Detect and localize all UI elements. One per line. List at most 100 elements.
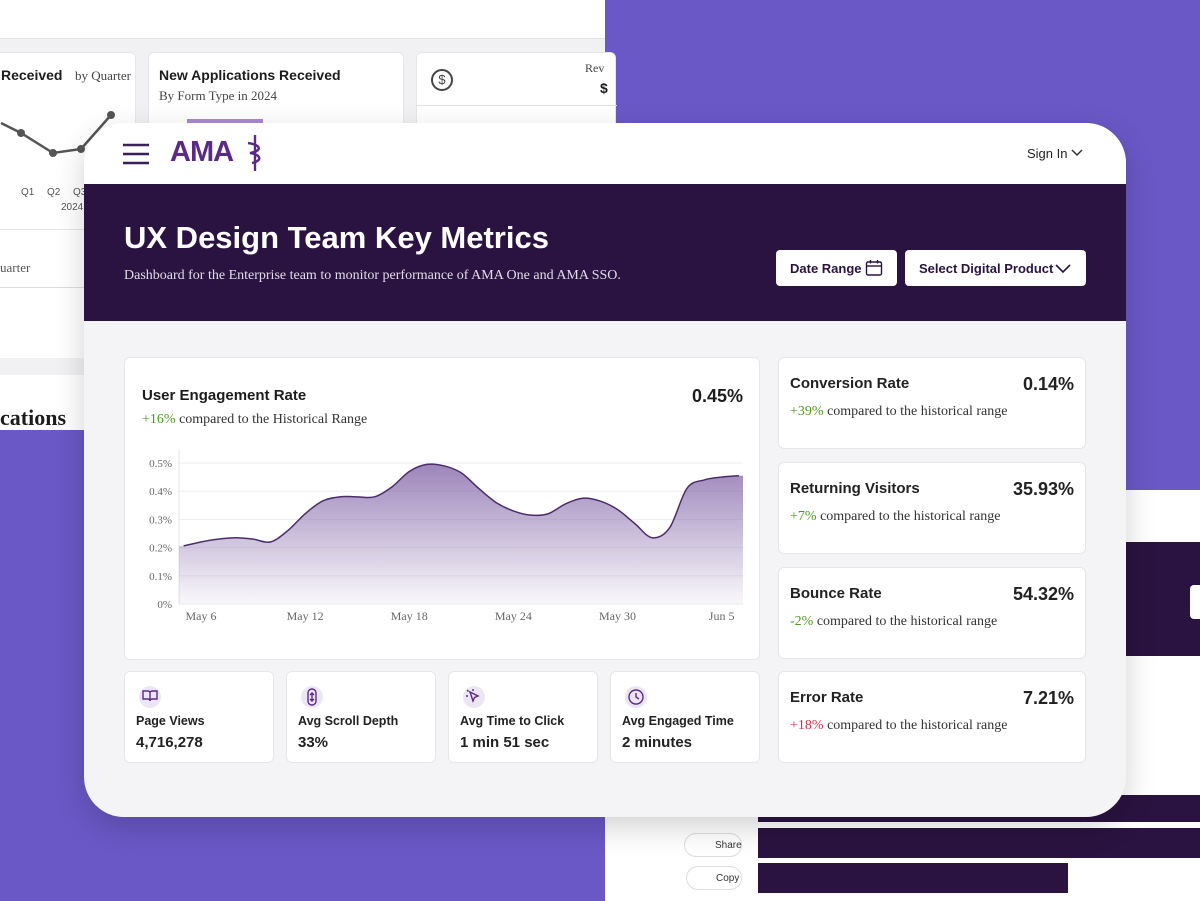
icon-glyph: [307, 688, 317, 706]
bg-bar: [758, 828, 1200, 858]
x-tick-label: May 6: [185, 609, 216, 623]
sign-in[interactable]: Sign In: [1027, 146, 1068, 161]
chart-card: User Engagement Rate 0.45% +16% compared…: [124, 357, 760, 660]
button-label: Select Digital Product: [919, 261, 1054, 276]
chevron: [1055, 264, 1071, 274]
bg-card-label: Rev: [585, 61, 605, 75]
metric-card: Error Rate 7.21% +18% compared to the hist…: [778, 671, 1086, 763]
bg-dot: [77, 145, 85, 153]
change: +18%: [790, 718, 824, 733]
copy-label: Copy: [716, 873, 740, 884]
stat-card: Avg Engaged Time 2 minutes: [610, 671, 760, 763]
y-tick-label: 0.1%: [149, 571, 172, 583]
y-tick-label: 0.4%: [149, 486, 172, 498]
metric-card: Conversion Rate 0.14% +39% compared to the…: [778, 357, 1086, 449]
bg-card-title: Received: [1, 67, 63, 83]
bg-quarter: Q2: [47, 187, 61, 198]
calendar-icon: [865, 260, 883, 276]
stat-icon: [139, 686, 161, 708]
change: +39%: [790, 404, 824, 419]
stat-card: Avg Scroll Depth 33%: [286, 671, 436, 763]
metric-name: Returning Visitors: [790, 480, 920, 497]
x-tick-label: Jun 5: [709, 609, 735, 623]
y-tick-label: 0.5%: [149, 458, 172, 470]
bg-card-value: $: [600, 80, 608, 96]
x-tick-label: May 30: [599, 609, 636, 623]
bg-card-title: New Applications Received: [159, 67, 341, 83]
bg-heading: cations: [0, 405, 66, 430]
button-label: Date Range: [790, 261, 862, 276]
bg-dark-block: [1126, 542, 1200, 656]
bg-bar: [187, 119, 263, 125]
stat-label: Avg Engaged Time: [622, 714, 734, 728]
x-tick-label: May 12: [287, 609, 324, 623]
stat-value: 33%: [298, 734, 329, 751]
logo-mark: [247, 135, 261, 171]
stat-label: Avg Scroll Depth: [298, 714, 399, 728]
metric-change-line: +18% compared to the historical range: [790, 718, 1007, 734]
change-note: compared to the Historical Range: [179, 412, 368, 427]
metric-name: Conversion Rate: [790, 375, 910, 392]
metric-value: 35.93%: [1012, 479, 1074, 499]
logo[interactable]: AMA: [170, 136, 234, 168]
banner-title: UX Design Team Key Metrics: [124, 220, 549, 255]
bg-quarter: Q3: [73, 187, 87, 198]
bg-divider: [0, 287, 86, 288]
top-nav: AMA Sign In: [84, 123, 1126, 184]
stat-icon: [301, 686, 323, 708]
chart-headline: 0.45%: [691, 386, 743, 406]
bg-topbar: [0, 0, 605, 39]
banner: UX Design Team Key Metrics Dashboard for…: [84, 184, 1126, 321]
bg-bar: [758, 863, 1068, 893]
copy-button[interactable]: Copy: [686, 866, 742, 890]
metric-change-line: -2% compared to the historical range: [790, 614, 997, 630]
change-note: compared to the historical range: [816, 614, 998, 629]
y-tick-label: 0.2%: [149, 543, 172, 555]
date-range-button[interactable]: Date Range: [776, 250, 897, 286]
chart-title: User Engagement Rate: [142, 387, 307, 404]
bg-section-label: uarter: [0, 260, 31, 275]
metric-name: Bounce Rate: [790, 585, 882, 602]
icon-glyph: [628, 689, 644, 705]
stat-value: 4,716,278: [136, 734, 203, 751]
chevron-line: [1055, 264, 1071, 274]
change-note: compared to the historical range: [827, 404, 1008, 419]
bg-button: [1190, 585, 1200, 619]
icon-glyph: [142, 690, 158, 702]
chevron-line: [1071, 149, 1083, 157]
stat-label: Page Views: [136, 714, 205, 728]
menu-icon[interactable]: [123, 143, 149, 165]
y-tick-label: 0.3%: [149, 514, 172, 526]
share-label: Share: [715, 840, 742, 851]
dashboard-window: AMA Sign In UX Design Team Key Metrics D…: [84, 123, 1126, 817]
stat-card: Avg Time to Click 1 min 51 sec: [448, 671, 598, 763]
stat-label: Avg Time to Click: [460, 714, 565, 728]
line: [183, 463, 740, 547]
change-note: compared to the historical range: [820, 509, 1001, 524]
bg-dot: [49, 149, 57, 157]
metric-card: Bounce Rate 54.32% -2% compared to the his…: [778, 567, 1086, 659]
metric-name: Error Rate: [790, 689, 864, 706]
bg-quarter: Q1: [21, 187, 35, 198]
calendar-body: [865, 261, 883, 276]
change: +16%: [142, 412, 176, 427]
change: -2%: [790, 614, 814, 629]
metric-change-line: +39% compared to the historical range: [790, 404, 1007, 420]
bg-card-subtitle: By Form Type in 2024: [159, 88, 278, 103]
area: [179, 464, 743, 604]
product-select[interactable]: Select Digital Product: [905, 250, 1086, 286]
share-button[interactable]: Share: [684, 833, 742, 857]
bg-card-subtitle: by Quarter: [75, 68, 131, 83]
banner-subtitle: Dashboard for the Enterprise team to mon…: [124, 268, 621, 283]
change: +7%: [790, 509, 817, 524]
icon-glyph: [466, 689, 480, 703]
change-note: compared to the historical range: [827, 718, 1008, 733]
bg-divider: [417, 105, 617, 106]
metric-value: 7.21%: [1022, 688, 1074, 708]
x-tick-label: May 24: [495, 609, 532, 623]
chart-change-line: +16% compared to the Historical Range: [142, 412, 367, 428]
stat-value: 1 min 51 sec: [460, 734, 550, 751]
stat-card: Page Views 4,716,278: [124, 671, 274, 763]
metric-value: 54.32%: [1012, 584, 1074, 604]
